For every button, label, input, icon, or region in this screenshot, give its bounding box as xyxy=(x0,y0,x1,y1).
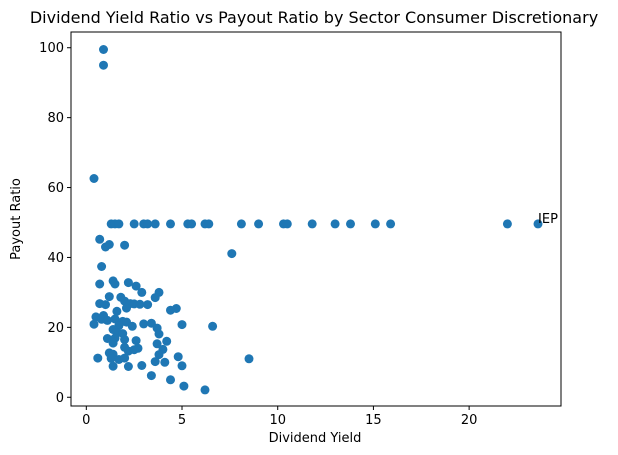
data-point-95 xyxy=(137,361,147,370)
data-point-85 xyxy=(129,345,139,355)
data-point-100 xyxy=(166,375,175,385)
x-axis-label: Dividend Yield xyxy=(269,431,362,446)
data-point-47 xyxy=(135,299,145,309)
data-point-31 xyxy=(97,262,107,271)
data-point-48 xyxy=(143,300,153,310)
data-point-14 xyxy=(204,219,214,229)
data-point-24 xyxy=(502,219,512,229)
data-point-77 xyxy=(108,338,118,348)
data-point-51 xyxy=(166,305,175,315)
data-point-89 xyxy=(106,354,116,363)
data-point-80 xyxy=(152,339,162,349)
data-point-75 xyxy=(131,336,141,346)
y-tick-label: 80 xyxy=(47,111,64,126)
data-point-10 xyxy=(166,219,175,229)
data-point-93 xyxy=(108,361,118,371)
x-tick-label: 10 xyxy=(269,413,286,428)
data-point-21 xyxy=(346,219,355,229)
data-point-52 xyxy=(112,306,122,316)
data-point-76 xyxy=(162,336,172,346)
data-point-20 xyxy=(330,219,340,229)
data-point-33 xyxy=(110,279,120,289)
data-point-26 xyxy=(95,234,105,244)
data-point-94 xyxy=(123,362,133,371)
x-tick-label: 20 xyxy=(461,413,478,428)
data-point-2 xyxy=(89,174,99,183)
chart-title: Dividend Yield Ratio vs Payout Ratio by … xyxy=(30,8,598,27)
data-point-71 xyxy=(154,329,164,339)
data-point-9 xyxy=(150,219,160,229)
data-point-34 xyxy=(95,279,105,289)
data-point-39 xyxy=(150,293,160,303)
y-tick-label: 20 xyxy=(47,321,64,336)
data-point-29 xyxy=(120,240,130,250)
data-point-87 xyxy=(173,352,183,362)
data-point-37 xyxy=(137,287,147,297)
x-tick-label: 5 xyxy=(178,413,186,428)
data-point-66 xyxy=(208,321,218,331)
annotation-label: IEP xyxy=(538,212,558,227)
data-point-96 xyxy=(150,357,160,367)
y-tick-label: 60 xyxy=(47,181,64,196)
data-point-65 xyxy=(177,320,187,330)
data-point-60 xyxy=(139,319,149,329)
data-point-22 xyxy=(370,219,380,229)
data-point-62 xyxy=(89,319,99,329)
plot-area-frame xyxy=(70,31,562,407)
data-point-92 xyxy=(244,354,254,364)
data-point-35 xyxy=(123,278,133,288)
y-tick-label: 0 xyxy=(56,391,64,406)
data-point-74 xyxy=(120,335,130,345)
data-point-23 xyxy=(386,219,396,229)
data-point-18 xyxy=(282,219,292,229)
y-tick-label: 100 xyxy=(39,41,64,56)
data-points xyxy=(89,45,543,395)
data-point-102 xyxy=(200,385,210,395)
data-point-91 xyxy=(120,353,130,363)
data-point-1 xyxy=(99,60,108,70)
x-tick-label: 0 xyxy=(82,413,90,428)
data-point-101 xyxy=(179,381,189,391)
data-point-25 xyxy=(533,219,543,229)
axis-ticks: 0 5 10 15 20 0 20 40 60 80 100 xyxy=(39,41,477,428)
data-point-97 xyxy=(160,357,170,367)
x-tick-label: 15 xyxy=(365,413,382,428)
data-point-12 xyxy=(187,219,197,229)
data-point-6 xyxy=(129,219,139,229)
data-point-44 xyxy=(101,300,110,310)
data-point-8 xyxy=(143,219,153,229)
data-point-15 xyxy=(236,219,246,229)
data-point-0 xyxy=(99,45,108,54)
data-point-19 xyxy=(307,219,317,229)
data-point-86 xyxy=(154,350,164,360)
data-point-16 xyxy=(254,219,264,229)
y-tick-label: 40 xyxy=(47,251,64,266)
data-point-49 xyxy=(122,303,131,313)
data-point-5 xyxy=(114,219,124,229)
data-point-64 xyxy=(127,321,137,331)
data-point-56 xyxy=(102,315,112,325)
data-point-98 xyxy=(177,361,187,371)
data-point-57 xyxy=(110,314,120,324)
data-point-88 xyxy=(93,353,103,363)
data-point-30 xyxy=(227,249,237,259)
data-point-28 xyxy=(104,240,114,249)
y-axis-label: Payout Ratio xyxy=(9,178,24,260)
data-point-40 xyxy=(104,292,114,302)
data-point-99 xyxy=(146,371,156,381)
annotations: IEP xyxy=(538,212,558,227)
data-point-36 xyxy=(131,281,141,291)
